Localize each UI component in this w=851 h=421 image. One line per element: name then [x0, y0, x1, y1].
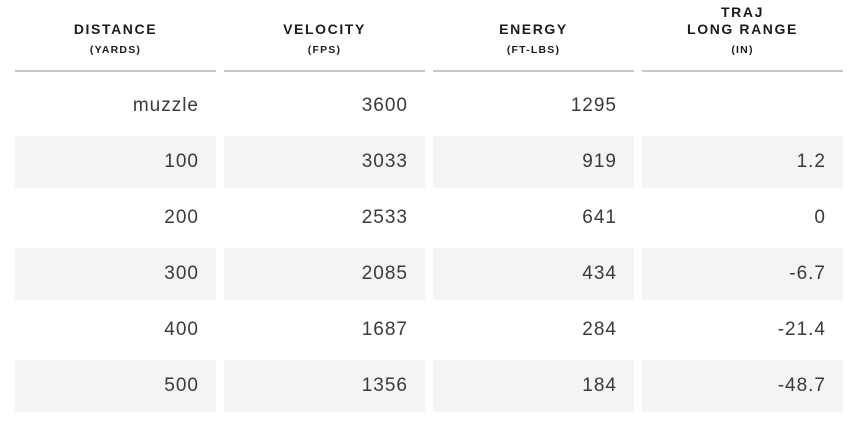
cell-energy: 184: [433, 358, 634, 414]
cell-traj: -48.7: [642, 358, 843, 414]
cell-distance: muzzle: [15, 78, 216, 134]
column-title: DISTANCE: [73, 21, 158, 37]
cell-distance: 100: [15, 134, 216, 190]
column-title: LONG RANGE: [687, 21, 798, 37]
column-unit: (IN): [731, 44, 754, 56]
cell-velocity: 1356: [224, 358, 425, 414]
cell-velocity: 2085: [224, 246, 425, 302]
cell-velocity: 3600: [224, 78, 425, 134]
cell-traj: -21.4: [642, 302, 843, 358]
cell-velocity: 2533: [224, 190, 425, 246]
column-header-traj-long-range: TRAJ LONG RANGE (IN): [642, 0, 843, 72]
table-row: 300 2085 434 -6.7: [15, 246, 843, 302]
cell-distance: 400: [15, 302, 216, 358]
column-unit: (YARDS): [89, 44, 142, 56]
cell-energy: 434: [433, 246, 634, 302]
column-unit: (FPS): [307, 44, 342, 56]
table-row: 400 1687 284 -21.4: [15, 302, 843, 358]
cell-traj: 1.2: [642, 134, 843, 190]
cell-energy: 1295: [433, 78, 634, 134]
cell-traj: 0: [642, 190, 843, 246]
cell-traj: -6.7: [642, 246, 843, 302]
table-row: 500 1356 184 -48.7: [15, 358, 843, 414]
cell-velocity: 3033: [224, 134, 425, 190]
table-row: 100 3033 919 1.2: [15, 134, 843, 190]
column-unit: (FT-LBS): [506, 44, 561, 56]
table-body: muzzle 3600 1295 100 3033 919 1.2 200 25…: [15, 78, 843, 414]
column-header-velocity: VELOCITY (FPS): [224, 0, 425, 72]
table-row: 200 2533 641 0: [15, 190, 843, 246]
cell-energy: 641: [433, 190, 634, 246]
cell-energy: 284: [433, 302, 634, 358]
cell-distance: 300: [15, 246, 216, 302]
column-title: ENERGY: [499, 21, 568, 37]
cell-velocity: 1687: [224, 302, 425, 358]
column-pretitle: TRAJ: [721, 4, 764, 20]
column-header-energy: ENERGY (FT-LBS): [433, 0, 634, 72]
cell-distance: 500: [15, 358, 216, 414]
column-title: VELOCITY: [283, 21, 366, 37]
cell-distance: 200: [15, 190, 216, 246]
cell-traj: [642, 78, 843, 134]
cell-energy: 919: [433, 134, 634, 190]
table-row: muzzle 3600 1295: [15, 78, 843, 134]
column-header-distance: DISTANCE (YARDS): [15, 0, 216, 72]
table-header-row: DISTANCE (YARDS) VELOCITY (FPS) ENERGY (…: [15, 0, 843, 72]
